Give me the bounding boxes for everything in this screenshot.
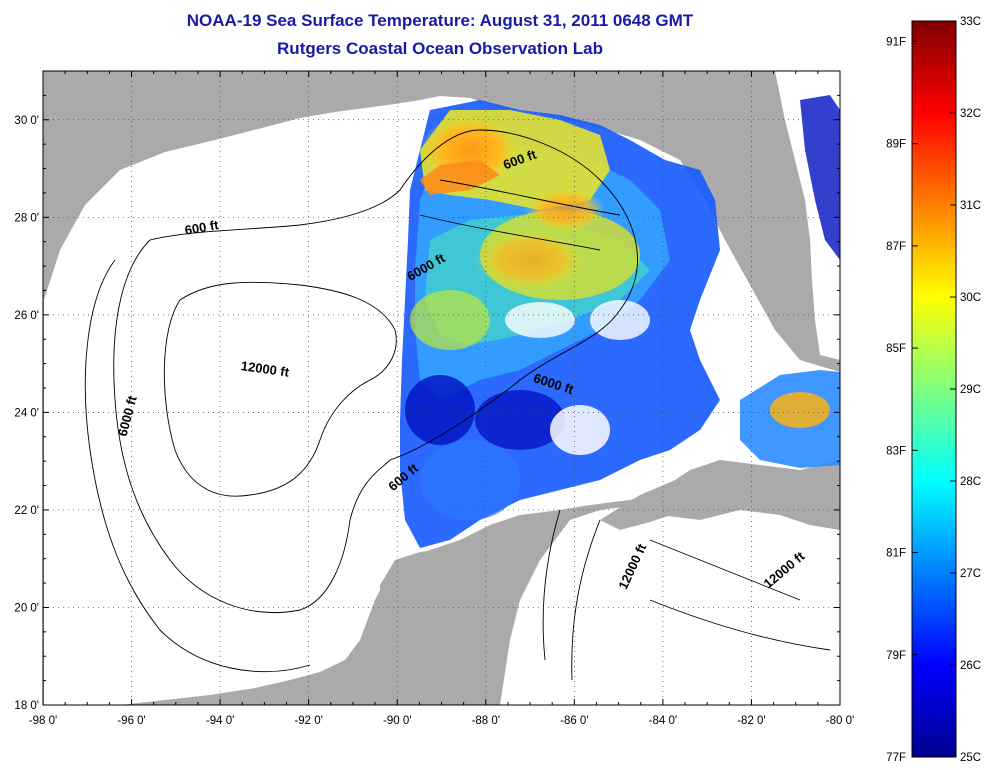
sst-swath (400, 95, 840, 548)
map-title: NOAA-19 Sea Surface Temperature: August … (186, 11, 694, 30)
lat-tick-label: 20 0' (14, 602, 39, 614)
yucatan-peninsula (380, 540, 520, 705)
lon-tick-label: -82 0' (737, 715, 765, 727)
lon-tick-label: -90 0' (383, 715, 411, 727)
lon-tick-label: -92 0' (294, 715, 322, 727)
lon-tick-label: -88 0' (472, 715, 500, 727)
cuba-island (600, 468, 840, 530)
lat-tick-label: 30 0' (14, 115, 39, 127)
map-subtitle: Rutgers Coastal Ocean Observation Lab (277, 39, 603, 58)
lat-tick-label: 28 0' (14, 212, 39, 224)
lon-tick-label: -80 0' (826, 715, 854, 727)
contour-label: 600 ft (184, 217, 221, 238)
caribbean-ocean (500, 505, 840, 705)
map-axes: -98 0' -96 0' -94 0' -92 0' -90 0' -88 0' -86 … (14, 70, 854, 727)
lat-tick-label: 24 0' (14, 407, 39, 419)
lon-tick-label: -96 0' (117, 715, 145, 727)
lat-tick-label: 18 0' (14, 700, 39, 712)
lon-tick-label: -94 0' (206, 715, 234, 727)
contour-label: 12000 ft (240, 358, 291, 380)
lat-tick-label: 26 0' (14, 310, 39, 322)
lon-tick-label: -84 0' (649, 715, 677, 727)
lat-tick-label: 22 0' (14, 505, 39, 517)
map-grid (43, 71, 840, 705)
lon-tick-label: -86 0' (560, 715, 588, 727)
bathymetry-contours (84, 129, 831, 681)
lon-tick-label: -98 0' (29, 715, 57, 727)
